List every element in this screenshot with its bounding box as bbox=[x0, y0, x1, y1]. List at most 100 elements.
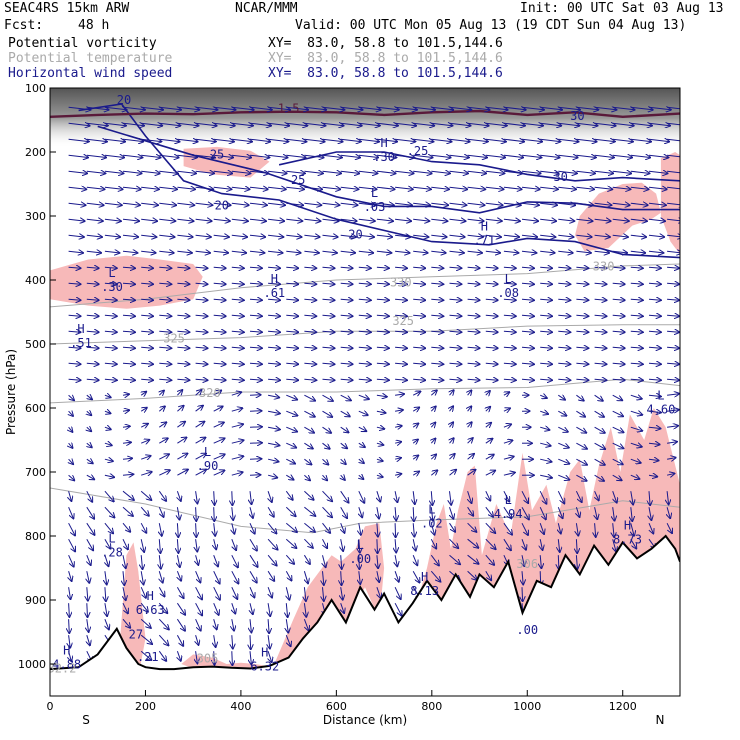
wind-vector-918 bbox=[68, 538, 76, 551]
wind-vector-871 bbox=[450, 507, 454, 519]
wind-vector-37 bbox=[122, 123, 144, 126]
wind-vector-965 bbox=[341, 555, 342, 569]
wind-vector-296 bbox=[503, 235, 519, 237]
wind-vector-809 bbox=[558, 474, 569, 480]
wind-vector-410 bbox=[104, 299, 117, 300]
wind-vector-932 bbox=[322, 538, 328, 548]
wind-vector-427 bbox=[413, 299, 425, 300]
wind-vector-1043 bbox=[69, 619, 70, 633]
wind-vector-449 bbox=[195, 315, 208, 316]
wind-vector-94 bbox=[540, 139, 560, 141]
wind-vector-821 bbox=[158, 490, 166, 501]
wind-vector-654 bbox=[213, 407, 223, 412]
wind-vector-519 bbox=[231, 347, 244, 348]
extremum-value-17: 6.32 bbox=[250, 659, 279, 673]
wind-vector-555 bbox=[268, 363, 280, 364]
wind-vector-11 bbox=[268, 107, 290, 110]
wind-vector-159 bbox=[485, 171, 505, 173]
wind-vector-697 bbox=[376, 427, 384, 429]
wind-vector-322 bbox=[358, 251, 373, 253]
wind-vector-812 bbox=[612, 474, 622, 480]
wind-vector-478 bbox=[104, 331, 117, 332]
wind-vector-586 bbox=[213, 379, 226, 380]
wind-vector-1052 bbox=[232, 619, 234, 630]
left-endpoint-label: S bbox=[82, 713, 90, 727]
wind-vector-182 bbox=[286, 187, 304, 189]
wind-vector-154 bbox=[395, 171, 414, 173]
wind-vector-266 bbox=[576, 219, 592, 221]
wind-vector-553 bbox=[231, 363, 244, 364]
wind-vector-584 bbox=[177, 379, 189, 380]
wind-vector-177 bbox=[195, 187, 214, 189]
wind-vector-340 bbox=[68, 267, 81, 268]
wind-vector-40 bbox=[177, 123, 198, 126]
wind-vector-258 bbox=[431, 219, 447, 221]
extremum-value-7: .90 bbox=[197, 459, 219, 473]
contour-label-8: 20 bbox=[348, 227, 362, 241]
wind-vector-632 bbox=[430, 390, 437, 395]
wind-vector-694 bbox=[322, 426, 332, 433]
wind-vector-431 bbox=[485, 299, 498, 300]
wind-vector-126 bbox=[503, 155, 523, 157]
wind-vector-664 bbox=[395, 410, 403, 411]
wind-vector-240 bbox=[104, 219, 121, 221]
wind-vector-374 bbox=[68, 283, 81, 284]
wind-vector-890 bbox=[177, 523, 178, 537]
wind-vector-461 bbox=[413, 315, 425, 316]
wind-vector-45 bbox=[268, 123, 289, 126]
wind-vector-1024 bbox=[522, 587, 523, 601]
wind-vector-1015 bbox=[249, 587, 254, 597]
wind-vector-1063 bbox=[196, 635, 199, 645]
wind-vector-304 bbox=[648, 235, 664, 237]
wind-vector-872 bbox=[467, 506, 474, 516]
wind-vector-1034 bbox=[232, 603, 236, 613]
wind-vector-1037 bbox=[286, 603, 287, 617]
wind-vector-345 bbox=[159, 267, 171, 268]
wind-vector-1013 bbox=[213, 586, 220, 600]
wind-vector-398 bbox=[503, 283, 516, 284]
wind-vector-749 bbox=[86, 459, 93, 463]
wind-vector-191 bbox=[449, 187, 468, 189]
wind-vector-495 bbox=[413, 331, 425, 332]
wind-vector-642 bbox=[612, 394, 623, 400]
wind-vector-760 bbox=[286, 459, 295, 463]
wind-vector-684 bbox=[140, 424, 148, 428]
wind-vector-602 bbox=[503, 379, 516, 380]
wind-vector-840 bbox=[503, 490, 509, 501]
extremum-value-10: 4.94 bbox=[494, 507, 523, 521]
extremum-letter-12: H bbox=[624, 519, 631, 533]
wind-vector-95 bbox=[558, 139, 578, 141]
wind-vector-716 bbox=[104, 443, 112, 445]
wind-vector-472 bbox=[612, 315, 625, 316]
wind-vector-171 bbox=[86, 187, 105, 189]
wind-vector-911 bbox=[558, 523, 561, 533]
wind-vector-235 bbox=[630, 203, 648, 205]
wind-vector-49 bbox=[340, 123, 362, 126]
wind-vector-141 bbox=[159, 171, 178, 173]
wind-vector-786 bbox=[141, 472, 152, 475]
wind-vector-259 bbox=[449, 219, 466, 221]
wind-vector-61 bbox=[558, 123, 579, 126]
wind-vector-736 bbox=[468, 438, 473, 443]
wind-vector-465 bbox=[485, 315, 498, 316]
extremum-letter-17: H bbox=[261, 645, 268, 659]
wind-vector-655 bbox=[231, 408, 243, 411]
wind-vector-1057 bbox=[69, 635, 71, 648]
wind-vector-995 bbox=[359, 571, 361, 584]
terrain-fill bbox=[50, 536, 680, 696]
wind-vector-581 bbox=[122, 379, 135, 380]
wind-vector-610 bbox=[648, 379, 661, 380]
wind-vector-616 bbox=[141, 392, 146, 396]
wind-vector-963 bbox=[303, 554, 310, 564]
wind-vector-1078 bbox=[268, 651, 272, 662]
wind-vector-701 bbox=[450, 422, 454, 427]
wind-vector-362 bbox=[467, 267, 480, 268]
wind-vector-611 bbox=[667, 379, 679, 380]
wind-vector-29 bbox=[594, 107, 617, 110]
wind-vector-597 bbox=[413, 379, 425, 380]
right-endpoint-label: N bbox=[656, 713, 665, 727]
wind-vector-556 bbox=[286, 363, 298, 364]
wind-vector-738 bbox=[503, 440, 513, 443]
wind-vector-681 bbox=[87, 427, 91, 431]
wind-vector-5 bbox=[159, 107, 181, 110]
